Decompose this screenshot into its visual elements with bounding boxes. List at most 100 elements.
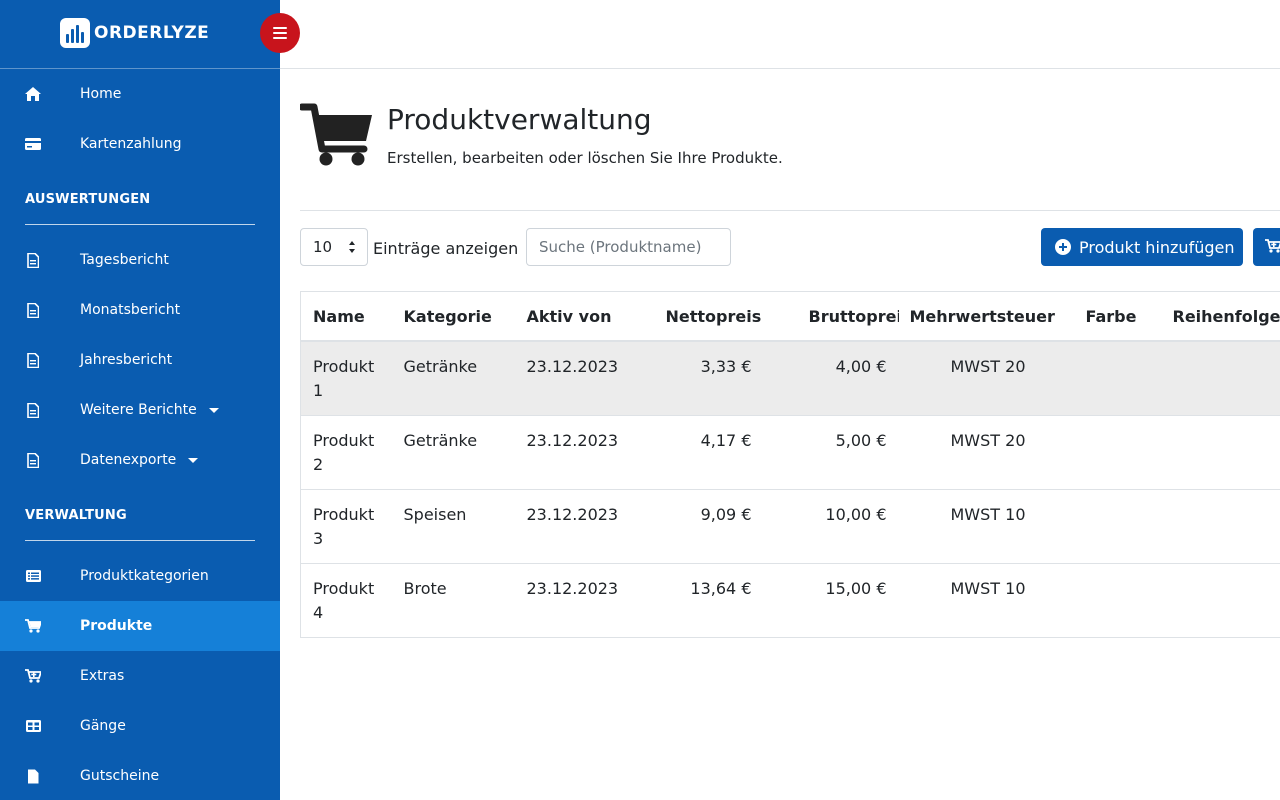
document-icon	[25, 452, 41, 468]
cell-mehrwertsteuer: MWST 20	[898, 341, 1075, 416]
sidebar-item-weitere-berichte[interactable]: Weitere Berichte	[0, 385, 280, 435]
column-header-reihenfolge[interactable]: Reihenfolge (	[1161, 291, 1280, 342]
table-row[interactable]: Produkt 2 Getränke 23.12.2023 4,17 € 5,0…	[300, 415, 1280, 490]
table-header-row: Name Kategorie Aktiv von Nettopreis Brut…	[300, 291, 1280, 342]
document-icon	[25, 302, 41, 318]
cell-reihenfolge	[1161, 489, 1280, 564]
page-subtitle: Erstellen, bearbeiten oder löschen Sie I…	[387, 149, 783, 167]
brand-header: ORDERLYZE	[0, 0, 280, 69]
cell-aktiv-von: 23.12.2023	[514, 341, 633, 416]
search-input[interactable]	[526, 228, 731, 266]
document-icon	[25, 252, 41, 268]
column-header-name[interactable]: Name	[300, 291, 392, 342]
sidebar-item-monatsbericht[interactable]: Monatsbericht	[0, 285, 280, 335]
page-length-value: 10	[313, 238, 333, 256]
sidebar-item-produktkategorien[interactable]: Produktkategorien	[0, 551, 280, 601]
cell-reihenfolge	[1161, 415, 1280, 490]
sidebar-item-produkte[interactable]: Produkte	[0, 601, 280, 651]
sidebar-item-jahresbericht[interactable]: Jahresbericht	[0, 335, 280, 385]
plus-circle-icon	[1055, 239, 1071, 255]
sidebar-section-title: AUSWERTUNGEN	[25, 169, 255, 225]
cart-icon	[25, 618, 41, 634]
sidebar: ORDERLYZE Home Kartenzahlung AUSWERTUNGE…	[0, 0, 280, 800]
cell-kategorie: Getränke	[391, 341, 515, 416]
main-content: Produktverwaltung Erstellen, bearbeiten …	[300, 69, 1280, 800]
sidebar-section-auswertungen: AUSWERTUNGEN	[0, 169, 280, 225]
sidebar-section-title: VERWALTUNG	[25, 485, 255, 541]
cart-plus-icon	[25, 668, 41, 684]
column-header-mehrwertsteuer[interactable]: Mehrwertsteuer	[898, 291, 1075, 342]
cell-bruttopreis: 4,00 €	[763, 341, 899, 416]
sidebar-item-label: Datenexporte	[80, 452, 177, 468]
sidebar-item-kartenzahlung[interactable]: Kartenzahlung	[0, 119, 280, 169]
cell-nettopreis: 4,17 €	[632, 415, 764, 490]
sidebar-item-label: Produktkategorien	[80, 568, 209, 584]
document-icon	[25, 402, 41, 418]
sidebar-item-label: Extras	[80, 668, 125, 684]
table-row[interactable]: Produkt 4 Brote 23.12.2023 13,64 € 15,00…	[300, 563, 1280, 638]
page-header: Produktverwaltung Erstellen, bearbeiten …	[300, 69, 1280, 211]
caret-down-icon	[188, 457, 199, 463]
column-header-bruttopreis[interactable]: Bruttopreis	[763, 291, 899, 342]
cell-mehrwertsteuer: MWST 10	[898, 563, 1075, 638]
sidebar-item-gaenge[interactable]: Gänge	[0, 701, 280, 751]
cell-aktiv-von: 23.12.2023	[514, 415, 633, 490]
cell-mehrwertsteuer: MWST 20	[898, 415, 1075, 490]
sidebar-item-label: Home	[80, 86, 122, 102]
column-header-nettopreis[interactable]: Nettopreis	[632, 291, 764, 342]
cell-mehrwertsteuer: MWST 10	[898, 489, 1075, 564]
credit-card-icon	[25, 136, 41, 152]
sidebar-item-label: Jahresbericht	[80, 352, 173, 368]
sidebar-item-extras[interactable]: Extras	[0, 651, 280, 701]
hamburger-icon	[273, 27, 287, 39]
cell-name: Produkt 3	[300, 489, 392, 564]
list-icon	[25, 568, 41, 584]
add-extra-button[interactable]	[1253, 228, 1280, 266]
top-bar	[280, 0, 1280, 69]
cell-name: Produkt 4	[300, 563, 392, 638]
sidebar-item-label: Gänge	[80, 718, 126, 734]
sidebar-item-label: Tagesbericht	[80, 252, 169, 268]
sidebar-item-label: Weitere Berichte	[80, 402, 197, 418]
sidebar-item-gutscheine[interactable]: Gutscheine	[0, 751, 280, 800]
menu-toggle-button[interactable]	[260, 13, 300, 53]
table-row[interactable]: Produkt 3 Speisen 23.12.2023 9,09 € 10,0…	[300, 489, 1280, 564]
column-header-farbe[interactable]: Farbe	[1074, 291, 1162, 342]
page-title: Produktverwaltung	[387, 103, 652, 136]
cell-reihenfolge	[1161, 341, 1280, 416]
sidebar-item-label: Produkte	[80, 618, 153, 634]
column-header-kategorie[interactable]: Kategorie	[391, 291, 515, 342]
cart-plus-icon	[1265, 238, 1280, 257]
cell-bruttopreis: 10,00 €	[763, 489, 899, 564]
cell-kategorie: Speisen	[391, 489, 515, 564]
cell-kategorie: Brote	[391, 563, 515, 638]
table-controls: 10 Einträge anzeigen Produkt hinzufügen	[300, 211, 1280, 291]
cell-farbe	[1074, 489, 1162, 564]
add-product-button[interactable]: Produkt hinzufügen	[1041, 228, 1243, 266]
cell-farbe	[1074, 341, 1162, 416]
cell-reihenfolge	[1161, 563, 1280, 638]
cell-aktiv-von: 23.12.2023	[514, 489, 633, 564]
brand-name: ORDERLYZE	[94, 23, 210, 43]
sidebar-item-home[interactable]: Home	[0, 69, 280, 119]
cart-icon	[300, 103, 374, 171]
products-table: Name Kategorie Aktiv von Nettopreis Brut…	[300, 291, 1280, 638]
select-arrows-icon	[349, 241, 355, 253]
cell-aktiv-von: 23.12.2023	[514, 563, 633, 638]
table-row[interactable]: Produkt 1 Getränke 23.12.2023 3,33 € 4,0…	[300, 341, 1280, 416]
page-length-select[interactable]: 10	[300, 228, 368, 266]
home-icon	[25, 86, 41, 102]
logo-icon	[60, 18, 90, 48]
brand-logo[interactable]: ORDERLYZE	[60, 18, 209, 48]
sidebar-item-datenexporte[interactable]: Datenexporte	[0, 435, 280, 485]
page-length-label: Einträge anzeigen	[373, 239, 519, 258]
cell-kategorie: Getränke	[391, 415, 515, 490]
sidebar-item-label: Monatsbericht	[80, 302, 181, 318]
document-icon	[25, 352, 41, 368]
caret-down-icon	[208, 407, 219, 413]
column-header-aktiv-von[interactable]: Aktiv von	[514, 291, 633, 342]
sidebar-item-tagesbericht[interactable]: Tagesbericht	[0, 235, 280, 285]
sidebar-item-label: Kartenzahlung	[80, 136, 182, 152]
products-table-wrapper: Name Kategorie Aktiv von Nettopreis Brut…	[300, 291, 1280, 638]
cell-nettopreis: 9,09 €	[632, 489, 764, 564]
